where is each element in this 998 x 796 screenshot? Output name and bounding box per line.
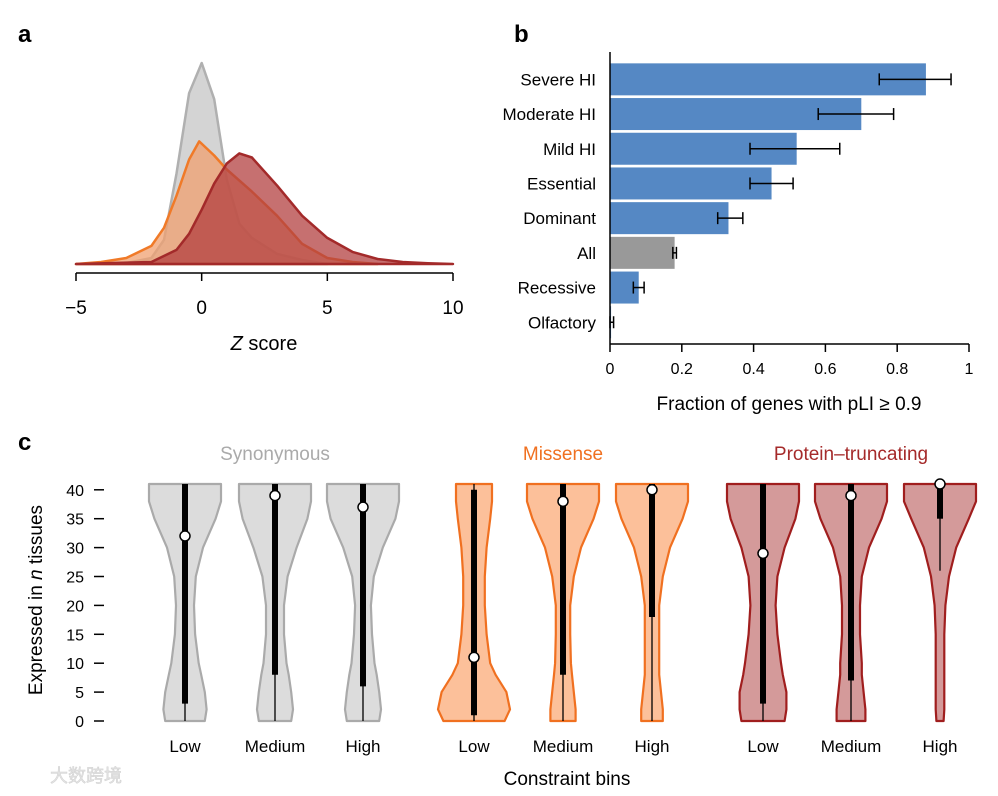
x-axis-title: Z score [230, 333, 298, 355]
bar [610, 236, 675, 269]
bin-label: High [923, 737, 958, 756]
x-axis-title: Constraint bins [504, 769, 631, 790]
x-tick-label: 5 [322, 298, 333, 319]
bar [610, 167, 772, 200]
bin-label: Low [458, 737, 490, 756]
category-label: Olfactory [528, 313, 597, 332]
panel-b-bar-chart: Severe HI Moderate HI Mild HI Essential Domi… [502, 52, 974, 415]
y-axis-title-post: tissues [26, 505, 47, 569]
bar [610, 63, 926, 96]
panel-label-a: a [18, 21, 32, 48]
y-tick-label: 5 [75, 685, 84, 702]
category-label: Severe HI [520, 70, 596, 89]
x-tick-label: 0 [196, 298, 207, 319]
y-tick-label: 40 [66, 483, 84, 500]
panel-a-density-chart: −5 0 5 10 Z score [65, 61, 464, 355]
y-tick-label: 30 [66, 541, 84, 558]
y-tick-label: 0 [75, 714, 84, 731]
category-label: Dominant [523, 209, 596, 228]
bin-label: Medium [245, 737, 305, 756]
median-point [557, 495, 569, 508]
median-point [357, 501, 369, 513]
median-point [468, 651, 480, 664]
y-tick-label: 20 [66, 598, 84, 615]
bin-label: High [635, 737, 670, 756]
median-point [646, 484, 658, 496]
panel-c-violin-chart: 0 5 10 15 20 25 30 35 40 Expressed in n tissues Sy… [26, 444, 978, 790]
x-axis-title: Fraction of genes with pLI ≥ 0.9 [657, 394, 922, 415]
panel-label-b: b [514, 21, 529, 48]
bin-label: Medium [533, 737, 593, 756]
panel-label-c: c [18, 429, 31, 456]
category-label: Essential [527, 174, 596, 193]
median-point [757, 547, 769, 560]
category-label: All [577, 244, 596, 263]
y-tick-label: 35 [66, 512, 84, 529]
bar [610, 202, 729, 235]
x-tick-label: 0.4 [742, 361, 764, 378]
x-axis-title-italic: Z [230, 333, 244, 355]
median-point [845, 489, 857, 502]
x-tick-label: 10 [442, 298, 463, 319]
density-curve-2 [74, 152, 455, 266]
bin-label: Low [169, 737, 201, 756]
x-tick-label: 1 [965, 361, 974, 378]
bin-label: Low [747, 737, 779, 756]
median-point [934, 478, 946, 490]
y-tick-label: 10 [66, 656, 84, 673]
y-axis-title: Expressed in n tissues [26, 505, 47, 695]
y-tick-label: 15 [66, 627, 84, 644]
y-axis-title-italic: n [26, 569, 47, 580]
x-tick-label: 0 [606, 361, 615, 378]
watermark-logo: 大数跨境 [50, 766, 122, 786]
bin-label: High [346, 737, 381, 756]
y-tick-label: 25 [66, 570, 84, 587]
median-point [179, 530, 191, 542]
category-label: Mild HI [543, 140, 596, 159]
y-axis-title-pre: Expressed in [26, 580, 47, 695]
category-label: Moderate HI [502, 105, 596, 124]
x-tick-label: 0.6 [814, 361, 836, 378]
x-tick-label: 0.8 [886, 361, 908, 378]
category-label: Recessive [518, 279, 596, 298]
violin-high [902, 482, 978, 723]
group-title: Synonymous [220, 444, 330, 465]
x-tick-label: −5 [65, 298, 87, 319]
x-axis-title-rest: score [243, 333, 297, 355]
x-tick-label: 0.2 [671, 361, 693, 378]
median-point [269, 489, 281, 502]
group-title: Protein–truncating [774, 444, 928, 465]
bin-label: Medium [821, 737, 881, 756]
group-title: Missense [523, 444, 603, 465]
